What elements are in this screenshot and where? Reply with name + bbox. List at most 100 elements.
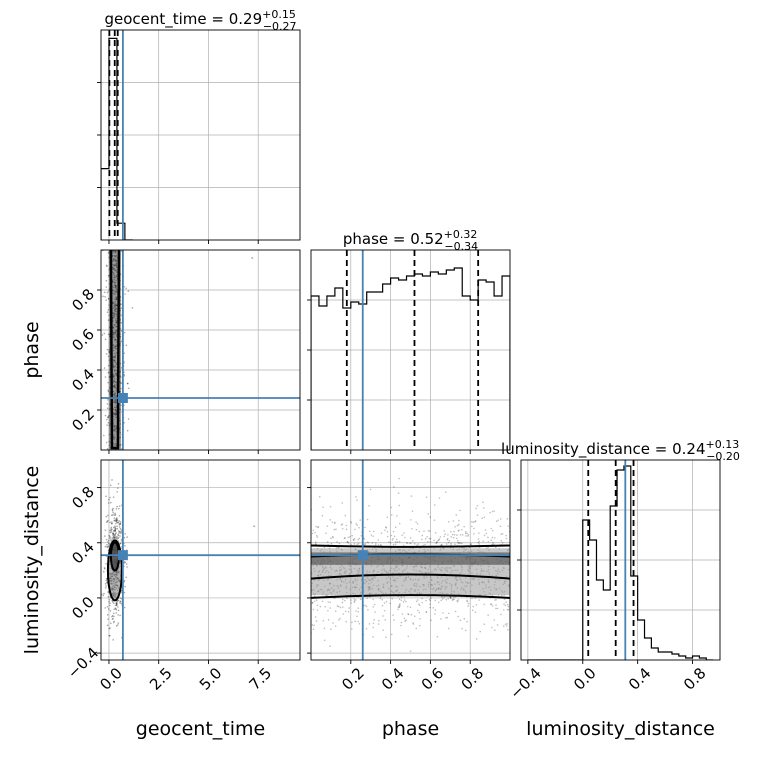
point-ld-phase xyxy=(405,542,408,544)
point-ld-phase xyxy=(433,504,436,506)
point-ld-phase xyxy=(457,539,459,542)
point-ld-phase xyxy=(313,595,316,598)
hist-panel-phase xyxy=(311,250,510,450)
point-phase-geo xyxy=(106,416,109,418)
point-ld-phase xyxy=(477,541,479,544)
point-ld-phase xyxy=(366,597,369,599)
ytick-label-phase-3: 0.8 xyxy=(68,285,98,315)
point-ld-geo xyxy=(109,610,112,612)
point-ld-phase xyxy=(404,536,406,539)
point-ld-phase xyxy=(398,540,401,543)
point-ld-geo xyxy=(110,529,113,532)
point-ld-phase xyxy=(331,521,334,523)
point-ld-phase xyxy=(365,627,368,630)
point-ld-phase xyxy=(449,597,452,600)
point-ld-phase xyxy=(318,495,321,498)
point-ld-phase xyxy=(483,534,486,537)
point-ld-phase xyxy=(419,617,421,620)
point-ld-phase xyxy=(329,607,331,609)
point-ld-geo xyxy=(112,621,115,624)
point-ld-geo xyxy=(111,537,114,539)
contour-ld-phase-top xyxy=(311,544,510,548)
point-ld-phase xyxy=(471,525,473,528)
point-ld-geo xyxy=(116,517,118,519)
point-ld-geo xyxy=(115,520,117,523)
point-ld-geo xyxy=(116,601,118,604)
point-ld-phase xyxy=(502,609,505,611)
point-ld-phase xyxy=(429,537,432,540)
point-ld-phase xyxy=(397,492,400,494)
point-ld-phase xyxy=(413,615,416,618)
point-phase-geo xyxy=(105,441,108,444)
point-ld-phase xyxy=(353,598,356,600)
point-ld-phase xyxy=(491,536,494,539)
point-ld-geo xyxy=(112,514,114,516)
point-ld-phase xyxy=(315,525,317,528)
point-ld-phase xyxy=(442,612,444,614)
point-ld-phase xyxy=(372,622,375,625)
point-ld-phase xyxy=(334,610,337,612)
point-ld-phase xyxy=(463,525,465,528)
point-ld-phase xyxy=(336,541,338,543)
point-ld-phase xyxy=(483,516,486,519)
point-ld-phase xyxy=(365,605,368,608)
point-ld-phase xyxy=(356,615,358,618)
frame-panel-luminosity_distance-vs-geocent_time xyxy=(100,459,301,661)
point-ld-phase xyxy=(399,604,401,607)
point-ld-phase xyxy=(415,528,418,531)
point-ld-geo xyxy=(109,496,111,499)
point-ld-phase xyxy=(377,623,380,625)
panel-luminosity_distance-vs-geocent_time xyxy=(101,460,300,660)
point-ld-phase xyxy=(455,514,458,516)
point-ld-phase xyxy=(434,613,436,615)
point-ld-phase xyxy=(427,540,429,543)
point-ld-phase xyxy=(505,601,507,603)
point-phase-geo xyxy=(107,399,109,401)
point-ld-geo xyxy=(119,523,122,525)
point-ld-phase xyxy=(463,617,466,620)
point-ld-geo xyxy=(112,617,114,620)
point-ld-phase xyxy=(401,613,404,615)
point-ld-geo xyxy=(115,602,118,605)
xlabel-phase: phase xyxy=(382,718,439,740)
point-ld-phase xyxy=(417,609,419,612)
point-ld-geo xyxy=(112,507,114,510)
point-ld-phase xyxy=(347,611,350,613)
point-ld-phase xyxy=(343,537,346,540)
point-ld-phase xyxy=(459,534,462,536)
point-ld-phase xyxy=(487,540,490,543)
point-ld-geo xyxy=(107,591,110,593)
point-ld-phase xyxy=(417,543,419,545)
point-ld-geo xyxy=(115,604,118,606)
point-ld-geo xyxy=(106,614,109,616)
point-ld-phase xyxy=(400,596,403,599)
point-ld-phase xyxy=(410,495,413,497)
point-ld-geo xyxy=(108,627,111,630)
point-ld-phase xyxy=(437,539,440,541)
point-ld-phase xyxy=(430,597,432,599)
point-phase-geo xyxy=(131,307,134,309)
point-ld-geo xyxy=(110,528,112,530)
point-ld-geo xyxy=(118,520,121,522)
point-ld-phase xyxy=(434,599,437,602)
point-ld-phase xyxy=(503,603,505,605)
point-ld-phase xyxy=(364,543,366,546)
point-ld-geo xyxy=(125,576,127,579)
point-ld-phase xyxy=(336,605,339,607)
point-ld-phase xyxy=(464,530,467,533)
point-ld-phase xyxy=(394,526,397,528)
point-ld-phase xyxy=(506,608,509,611)
point-ld-geo xyxy=(107,502,110,504)
point-ld-geo xyxy=(103,566,106,569)
point-ld-phase xyxy=(384,619,387,621)
point-ld-phase xyxy=(314,616,317,618)
point-ld-phase xyxy=(370,534,373,536)
point-ld-phase xyxy=(353,543,356,545)
point-ld-phase xyxy=(352,539,355,541)
point-ld-phase xyxy=(459,542,462,544)
point-ld-phase xyxy=(364,604,366,607)
point-ld-phase xyxy=(330,537,332,540)
point-phase-geo xyxy=(101,334,104,336)
point-ld-geo xyxy=(108,600,110,603)
point-ld-geo xyxy=(111,521,113,523)
